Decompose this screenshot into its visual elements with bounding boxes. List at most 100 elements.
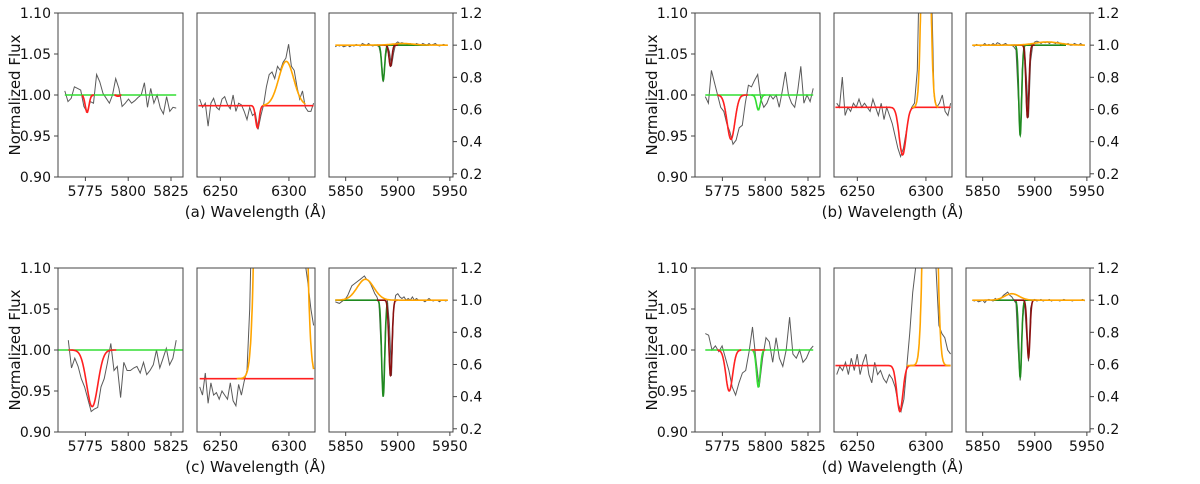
y-tick-label: 1.10 [20,261,51,277]
panel-2: 6250 6300 [833,267,953,455]
panel-frame [965,267,1091,433]
x-tick-label: 5900 [1017,184,1053,200]
x-tick-label: 6250 [840,439,876,455]
model-dark-green-line [335,299,389,397]
plot-area [58,340,183,413]
model-continuum-line [752,350,765,388]
x-tick-label: 5775 [705,184,741,200]
panel-1: 5775 5800 5825 0.90 0.95 1.00 1.05 1.10 [657,6,826,200]
panel-frame [196,267,316,433]
observed-spectrum-line [199,268,315,408]
x-tick-label: 6300 [271,439,307,455]
panel-2: 6250 6300 [196,12,316,200]
y-tick-label: 0.4 [1097,135,1119,151]
y-tick-label: 1.0 [1097,293,1119,309]
y-tick-label: 0.95 [657,129,688,145]
x-tick-label: 5950 [1069,184,1105,200]
y-tick-label: 1.2 [460,261,482,277]
y-axis-label: Normalized Flux [6,289,24,410]
subfigure-a: 5775 5800 5825 0.90 0.95 1.00 1.05 1.10 6250 6300… [6,6,482,221]
x-tick-label: 5800 [747,439,783,455]
model-orange-line [335,278,448,302]
model-red-line [717,349,742,392]
plot-area [835,13,952,159]
x-tick-label: 5850 [328,439,364,455]
panel-frame [965,12,1091,178]
y-tick-label: 0.8 [460,325,482,341]
x-axis-label: (d) Wavelength (Å) [822,457,964,476]
model-dark-green-line [993,299,1035,380]
x-tick-label: 5850 [965,184,1001,200]
panel-1: 5775 5800 5825 0.90 0.95 1.00 1.05 1.10 [20,261,189,455]
x-axis-label: (b) Wavelength (Å) [822,202,964,221]
x-tick-label: 5900 [1017,439,1053,455]
y-tick-label: 0.95 [20,129,51,145]
y-tick-label: 0.95 [657,384,688,400]
x-tick-label: 5850 [328,184,364,200]
subfigure-c: 5775 5800 5825 0.90 0.95 1.00 1.05 1.10 6250 6300… [6,261,483,476]
x-tick-label: 6250 [203,439,239,455]
y-tick-label: 0.2 [1097,422,1119,438]
y-tick-label: 0.2 [460,422,482,438]
model-continuum-line [751,94,766,111]
x-tick-label: 6250 [203,184,239,200]
model-dark-red-line [376,299,398,377]
model-orange-line [335,42,448,47]
y-axis-label: Normalized Flux [643,34,661,155]
observed-spectrum-line [972,291,1086,381]
panel-frame [833,267,953,433]
y-tick-label: 0.2 [460,167,482,183]
x-tick-label: 5775 [68,184,104,200]
model-red-line [835,106,951,157]
panel-1: 5775 5800 5825 0.90 0.95 1.00 1.05 1.10 [657,261,826,455]
observed-spectrum-line [67,340,177,413]
x-tick-label: 6300 [908,184,944,200]
y-tick-label: 1.2 [1097,6,1119,22]
y-tick-label: 1.0 [460,293,482,309]
panel-frame [328,12,454,178]
y-tick-label: 1.05 [657,47,688,63]
y-tick-label: 0.8 [1097,70,1119,86]
panel-2: 6250 6300 [196,267,316,455]
y-tick-label: 0.90 [20,170,51,186]
x-tick-label: 6300 [908,439,944,455]
panel-1: 5775 5800 5825 0.90 0.95 1.00 1.05 1.10 [20,6,189,200]
y-tick-label: 0.4 [1097,390,1119,406]
plot-area [334,41,448,83]
y-tick-label: 1.00 [20,343,51,359]
model-red-line [198,104,314,130]
y-tick-label: 1.0 [1097,38,1119,54]
x-tick-label: 5950 [1069,439,1105,455]
x-tick-label: 5800 [747,184,783,200]
y-tick-label: 0.2 [1097,167,1119,183]
y-tick-label: 1.05 [20,47,51,63]
panel-frame [196,12,316,178]
model-orange-line [972,41,1085,47]
y-tick-label: 0.90 [657,425,688,441]
x-tick-label: 5950 [432,184,468,200]
x-tick-label: 5825 [153,439,189,455]
panel-frame [833,12,953,178]
x-axis-label: (a) Wavelength (Å) [185,202,326,221]
plot-area [972,40,1085,138]
y-tick-label: 1.00 [657,343,688,359]
y-tick-label: 1.2 [1097,261,1119,277]
observed-spectrum-line [704,66,814,146]
model-orange-line [262,60,306,107]
plot-area [199,268,315,408]
plot-area [704,66,814,146]
model-red-line [81,94,95,113]
model-orange-line [906,268,951,367]
subfigure-b: 5775 5800 5825 0.90 0.95 1.00 1.05 1.10 6250 6300… [643,6,1120,221]
subfigure-d: 5775 5800 5825 0.90 0.95 1.00 1.05 1.10 6250 6300… [643,261,1120,476]
observed-spectrum-line [335,275,448,397]
plot-area [198,44,315,130]
x-tick-label: 5825 [790,184,826,200]
x-tick-label: 5800 [110,184,146,200]
plot-area [64,72,177,116]
